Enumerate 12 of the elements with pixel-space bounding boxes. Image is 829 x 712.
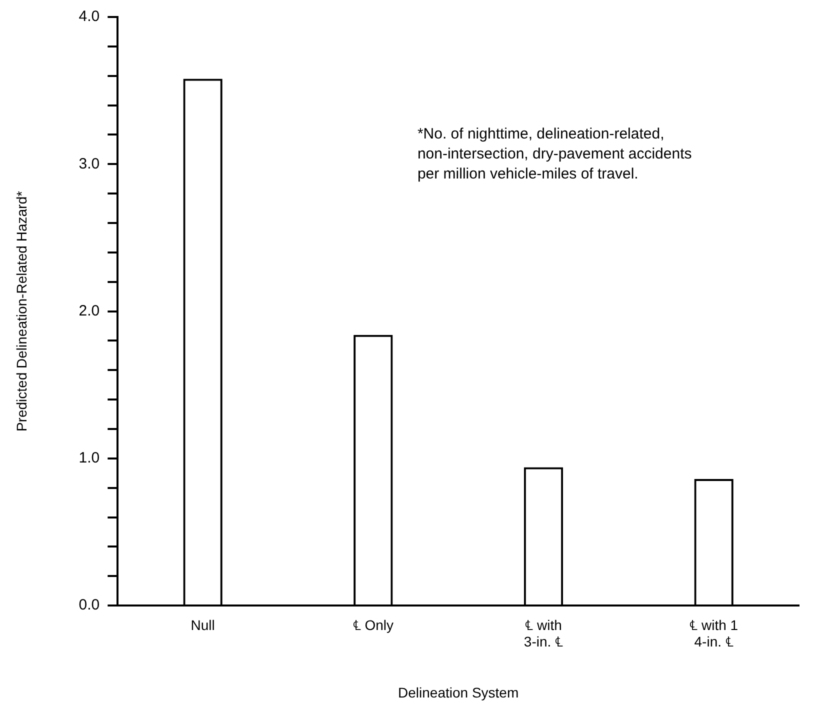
- x-tick-label: ℄ Only: [352, 616, 394, 633]
- y-tick-label: 0.0: [78, 596, 100, 614]
- y-tick-label: 1.0: [78, 450, 100, 467]
- x-axis-title: Delineation System: [398, 684, 519, 700]
- y-tick-label: 2.0: [78, 302, 100, 320]
- annotation: *No. of nighttime, delineation-related, non-intersection, dry-pavement accidents per million vehicle-miles of travel.: [417, 126, 692, 183]
- x-tick-label: ℄ with 1 4-in. ℄: [690, 616, 738, 650]
- y-tick-label: 4.0: [78, 8, 100, 26]
- x-tick-label: Null: [190, 616, 215, 633]
- y-axis-title: Predicted Delineation-Related Hazard*: [13, 190, 30, 432]
- x-tick-label: ℄ with 3-in. ℄: [524, 616, 564, 650]
- y-tick-label: 3.0: [78, 155, 100, 172]
